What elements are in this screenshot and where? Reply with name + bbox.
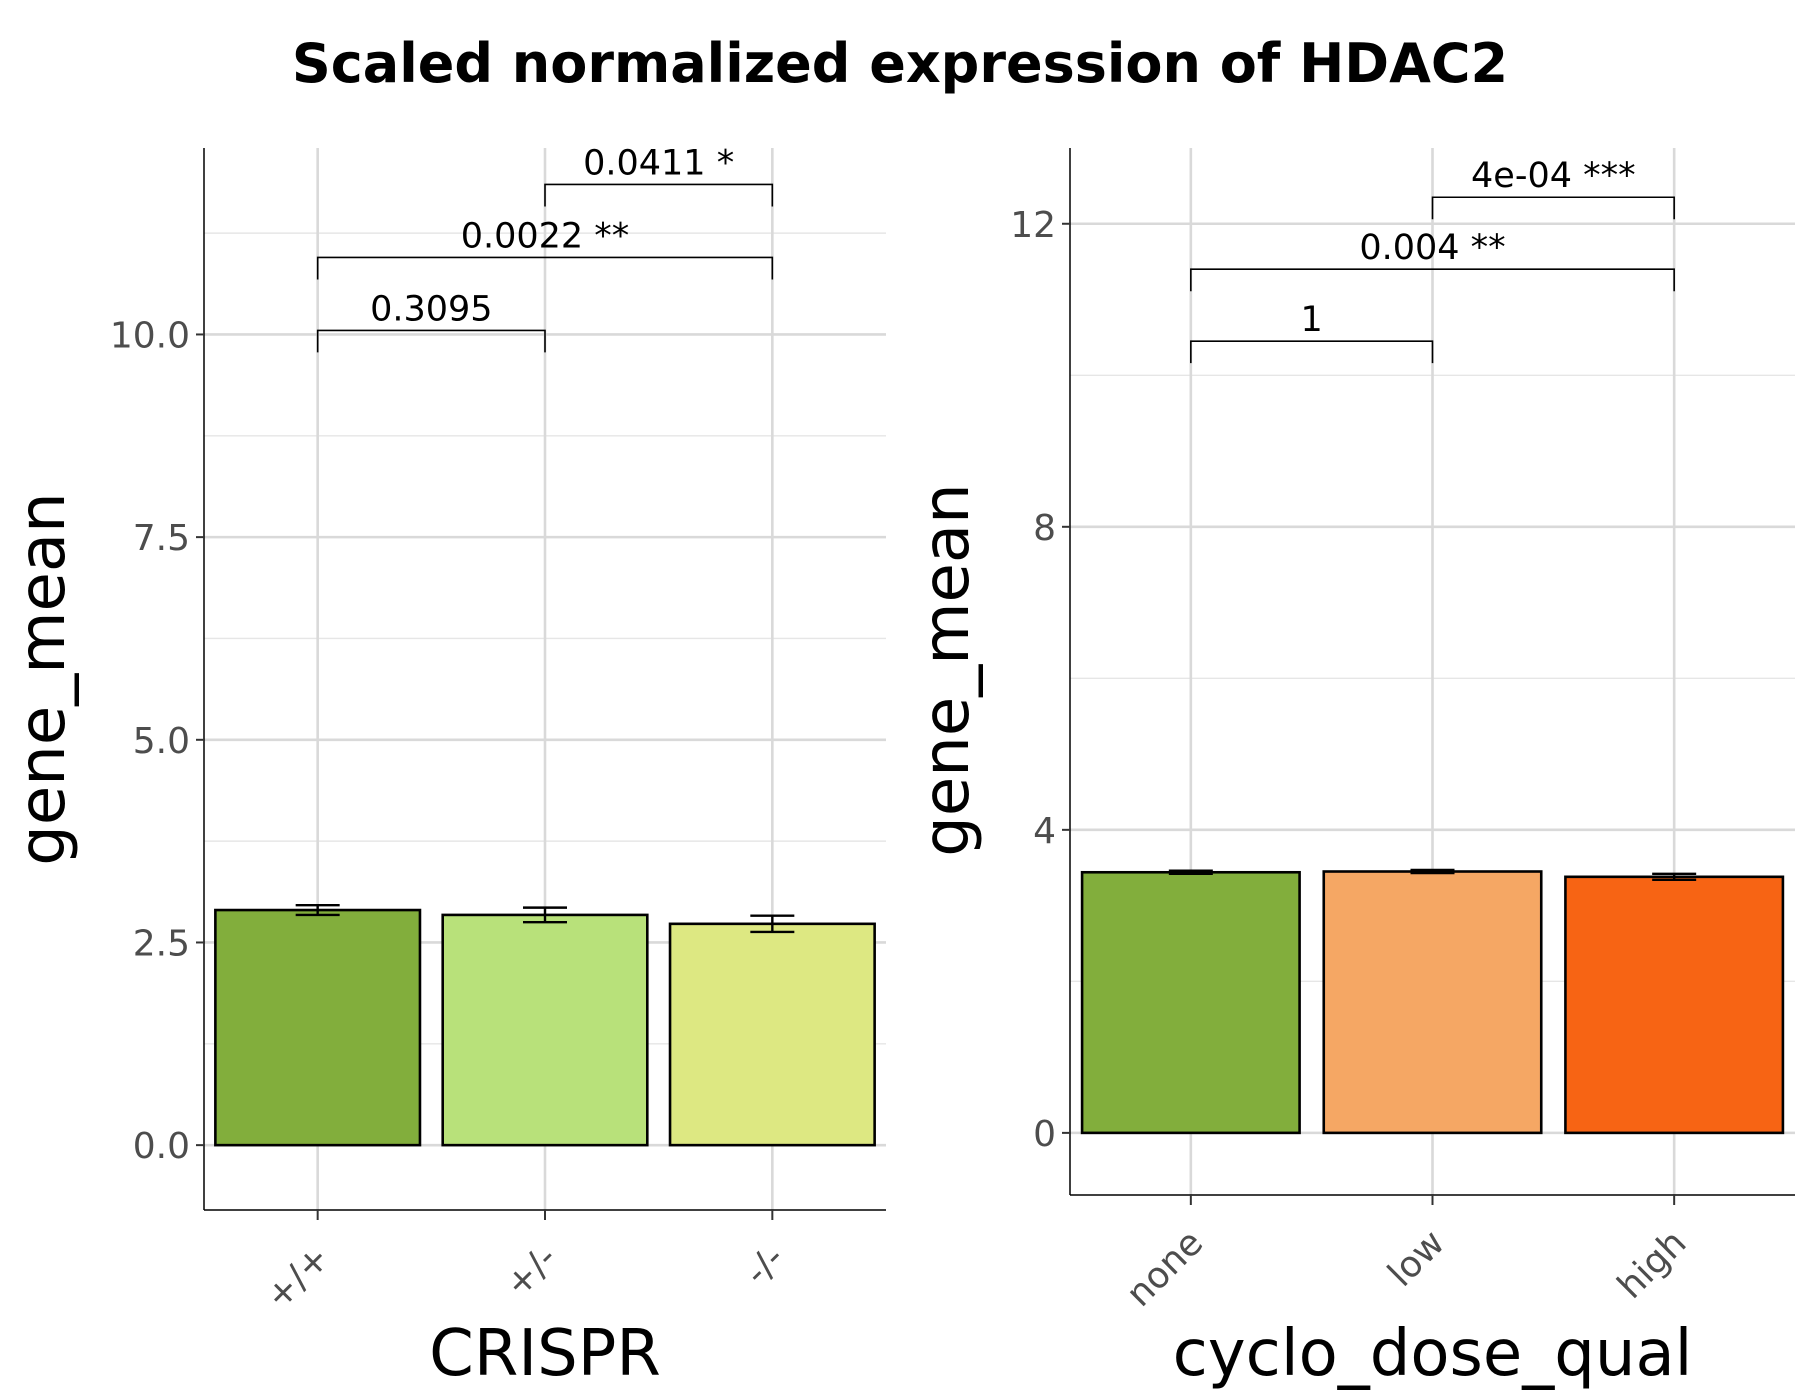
y-tick-label: 0.0 — [133, 1126, 190, 1167]
bar-2 — [668, 922, 876, 1147]
bar-1 — [441, 913, 649, 1147]
bar-1 — [1322, 870, 1543, 1135]
bar-2 — [1564, 875, 1785, 1135]
x-axis-title: CRISPR — [429, 1317, 661, 1391]
x-tick-label: +/- — [497, 1237, 565, 1305]
bar-0 — [1080, 870, 1301, 1135]
panel-cyclo-dose: 1 0.004 ** 4e-04 *** 0 4 8 12 none low high cyclo_… — [910, 148, 1795, 1391]
significance-bracket — [316, 329, 546, 353]
x-tick-label: high — [1610, 1222, 1694, 1306]
y-axis-title: gene_mean — [6, 492, 80, 865]
y-tick-label: 12 — [1010, 205, 1056, 246]
significance-bracket — [544, 183, 774, 207]
significance-bracket — [1190, 268, 1675, 292]
panel-crispr: 0.3095 0.0022 ** 0.0411 * 0.0 2.5 5.0 7.5 10.0 +… — [6, 143, 886, 1391]
significance-label: 0.3095 — [370, 289, 492, 329]
significance-label: 0.0022 ** — [461, 216, 630, 256]
y-tick-label: 0 — [1033, 1114, 1056, 1155]
x-tick-label: low — [1380, 1222, 1452, 1294]
significance-bracket — [1190, 340, 1434, 364]
figure-title: Scaled normalized expression of HDAC2 — [292, 32, 1508, 95]
significance-label: 1 — [1301, 300, 1323, 340]
y-tick-label: 8 — [1033, 508, 1056, 549]
y-tick-label: 4 — [1033, 811, 1056, 852]
y-tick-label: 10.0 — [110, 315, 190, 356]
x-axis-title: cyclo_dose_qual — [1173, 1317, 1693, 1391]
significance-bracket — [1431, 196, 1675, 220]
significance-bracket — [316, 256, 774, 280]
x-tick-label: +/+ — [258, 1237, 338, 1317]
y-tick-label: 2.5 — [133, 923, 190, 964]
significance-label: 0.0411 * — [583, 143, 734, 183]
y-tick-label: 7.5 — [133, 518, 190, 559]
significance-label: 4e-04 *** — [1471, 156, 1636, 196]
y-axis-title: gene_mean — [910, 483, 984, 856]
x-tick-label: -/- — [737, 1237, 793, 1293]
significance-label: 0.004 ** — [1359, 228, 1505, 268]
bar-0 — [214, 908, 422, 1147]
x-tick-label: none — [1119, 1222, 1211, 1314]
y-tick-label: 5.0 — [133, 721, 190, 762]
